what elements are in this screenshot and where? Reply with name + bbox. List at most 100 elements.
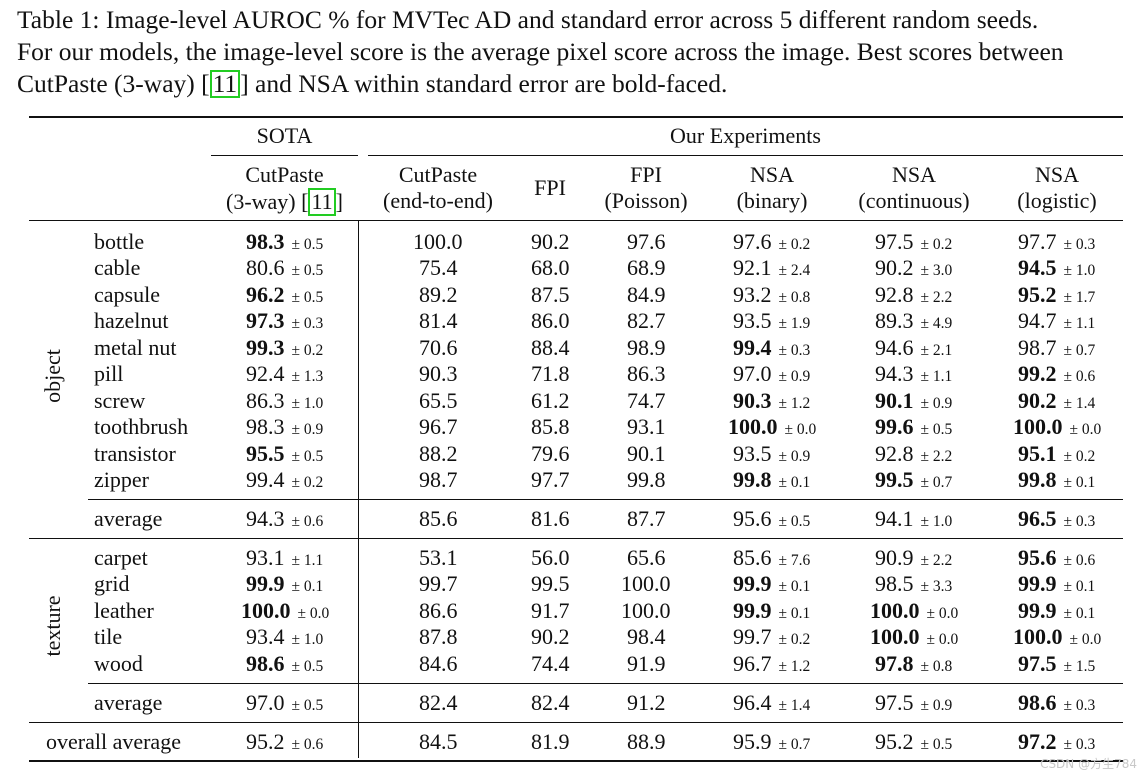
column-citation-link[interactable]: 11 <box>308 188 336 216</box>
cell-value: 99.2 <box>1018 361 1057 386</box>
cell-std-error: ± 0.1 <box>778 578 811 595</box>
cell-fpi: 79.6 <box>531 441 570 467</box>
cell-value: 97.3 <box>246 308 285 333</box>
cell-std-error: ± 0.7 <box>778 736 811 753</box>
cell-value: 97.7 <box>531 467 570 492</box>
cell-std-error: ± 0.1 <box>1063 578 1096 595</box>
cell-value: 90.3 <box>733 388 772 413</box>
cell-nsa-continuous: 94.6 ± 2.1 <box>875 335 952 364</box>
cell-value: 100.0 <box>621 598 671 623</box>
cell-cutpaste-end-to-end: 100.0 <box>413 229 463 255</box>
cell-std-error: ± 1.2 <box>778 658 811 675</box>
cell-std-error: ± 0.2 <box>1063 448 1096 465</box>
cell-value: 98.4 <box>627 624 666 649</box>
cell-value: 74.7 <box>627 388 666 413</box>
row-label: zipper <box>94 467 149 492</box>
column-header-line2-post: ] <box>335 189 343 214</box>
cell-value: 93.4 <box>246 624 285 649</box>
cell-value: 98.3 <box>246 229 285 254</box>
cell-value: 99.8 <box>627 467 666 492</box>
cell-cutpaste-3way: 93.4 ± 1.0 <box>246 624 323 653</box>
cell-std-error: ± 0.2 <box>778 631 811 648</box>
cell-std-error: ± 7.6 <box>778 552 811 569</box>
cell-fpi: 99.5 <box>531 571 570 597</box>
cell-cutpaste-3way: 100.0 ± 0.0 <box>241 598 329 627</box>
cell-nsa-binary: 90.3 ± 1.2 <box>733 388 810 417</box>
cell-value: 85.6 <box>419 506 458 531</box>
cell-value: 90.2 <box>1018 388 1057 413</box>
cell-value: 90.2 <box>531 229 570 254</box>
cell-value: 80.6 <box>246 255 285 280</box>
cell-std-error: ± 0.6 <box>291 513 324 530</box>
cell-nsa-binary: 99.4 ± 0.3 <box>733 335 810 364</box>
cell-nsa-binary: 97.6 ± 0.2 <box>733 229 810 258</box>
caption-line-3-pre: CutPaste (3-way) [ <box>17 69 210 98</box>
cell-fpi: 71.8 <box>531 361 570 387</box>
cell-std-error: ± 0.6 <box>1063 552 1096 569</box>
cell-nsa-continuous: 97.5 ± 0.9 <box>875 690 952 719</box>
cell-value: 100.0 <box>870 624 920 649</box>
cell-cutpaste-end-to-end: 96.7 <box>419 414 458 440</box>
cell-value: 95.5 <box>246 441 285 466</box>
cell-cutpaste-3way: 98.3 ± 0.5 <box>246 229 323 258</box>
cell-value: 89.3 <box>875 308 914 333</box>
cell-std-error: ± 0.1 <box>778 605 811 622</box>
cell-std-error: ± 0.0 <box>1069 631 1102 648</box>
cell-value: 100.0 <box>413 229 463 254</box>
caption-line-2: For our models, the image-level score is… <box>17 37 1064 66</box>
cell-cutpaste-3way: 93.1 ± 1.1 <box>246 545 323 574</box>
cell-nsa-continuous: 99.5 ± 0.7 <box>875 467 952 496</box>
cell-value: 95.1 <box>1018 441 1057 466</box>
cell-std-error: ± 0.5 <box>920 736 953 753</box>
cell-std-error: ± 2.1 <box>920 342 953 359</box>
column-header-fpi: FPI <box>512 175 588 201</box>
cell-value: 95.6 <box>1018 545 1057 570</box>
cell-std-error: ± 0.5 <box>291 262 324 279</box>
cell-value: 88.9 <box>627 729 666 754</box>
caption-line-3: CutPaste (3-way) [11] and NSA within sta… <box>17 68 1142 100</box>
sota-column-rule <box>358 220 359 758</box>
cell-value: 98.7 <box>419 467 458 492</box>
cell-value: 93.1 <box>627 414 666 439</box>
cell-nsa-continuous: 94.3 ± 1.1 <box>875 361 952 390</box>
cell-std-error: ± 0.6 <box>1063 368 1096 385</box>
cell-cutpaste-end-to-end: 84.6 <box>419 651 458 677</box>
cell-std-error: ± 1.2 <box>778 395 811 412</box>
cell-value: 98.6 <box>1018 690 1057 715</box>
row-label: toothbrush <box>94 414 189 439</box>
cell-fpi-poisson: 98.9 <box>627 335 666 361</box>
cell-nsa-continuous: 95.2 ± 0.5 <box>875 729 952 758</box>
cell-std-error: ± 0.3 <box>1063 736 1096 753</box>
row-label: average <box>94 506 163 531</box>
cell-nsa-continuous: 99.6 ± 0.5 <box>875 414 952 443</box>
column-header-cutpaste-end-to-end: CutPaste (end-to-end) <box>372 162 504 214</box>
cell-cutpaste-end-to-end: 98.7 <box>419 467 458 493</box>
cell-std-error: ± 1.7 <box>1063 289 1096 306</box>
cell-std-error: ± 0.1 <box>1063 474 1096 491</box>
cell-nsa-logistic: 97.5 ± 1.5 <box>1018 651 1095 680</box>
cell-value: 86.3 <box>246 388 285 413</box>
cell-cutpaste-end-to-end: 81.4 <box>419 308 458 334</box>
cell-value: 99.9 <box>246 571 285 596</box>
sota-rule <box>211 155 358 156</box>
cell-value: 99.9 <box>733 571 772 596</box>
cell-std-error: ± 1.1 <box>1063 315 1096 332</box>
cell-value: 90.2 <box>875 255 914 280</box>
cell-nsa-continuous: 97.8 ± 0.8 <box>875 651 952 680</box>
cell-cutpaste-3way: 97.0 ± 0.5 <box>246 690 323 719</box>
cell-fpi-poisson: 88.9 <box>627 729 666 755</box>
cell-value: 68.0 <box>531 255 570 280</box>
cell-value: 98.3 <box>246 414 285 439</box>
cell-nsa-continuous: 98.5 ± 3.3 <box>875 571 952 600</box>
cell-value: 87.7 <box>627 506 666 531</box>
cell-value: 84.5 <box>419 729 458 754</box>
row-label: leather <box>94 598 154 623</box>
cell-cutpaste-3way: 94.3 ± 0.6 <box>246 506 323 535</box>
citation-link[interactable]: 11 <box>209 70 241 98</box>
cell-value: 82.4 <box>531 690 570 715</box>
cell-nsa-logistic: 99.9 ± 0.1 <box>1018 571 1095 600</box>
object-average-rule <box>88 499 1123 500</box>
cell-value: 56.0 <box>531 545 570 570</box>
object-section-rule <box>29 538 1123 539</box>
cell-nsa-binary: 93.5 ± 0.9 <box>733 441 810 470</box>
